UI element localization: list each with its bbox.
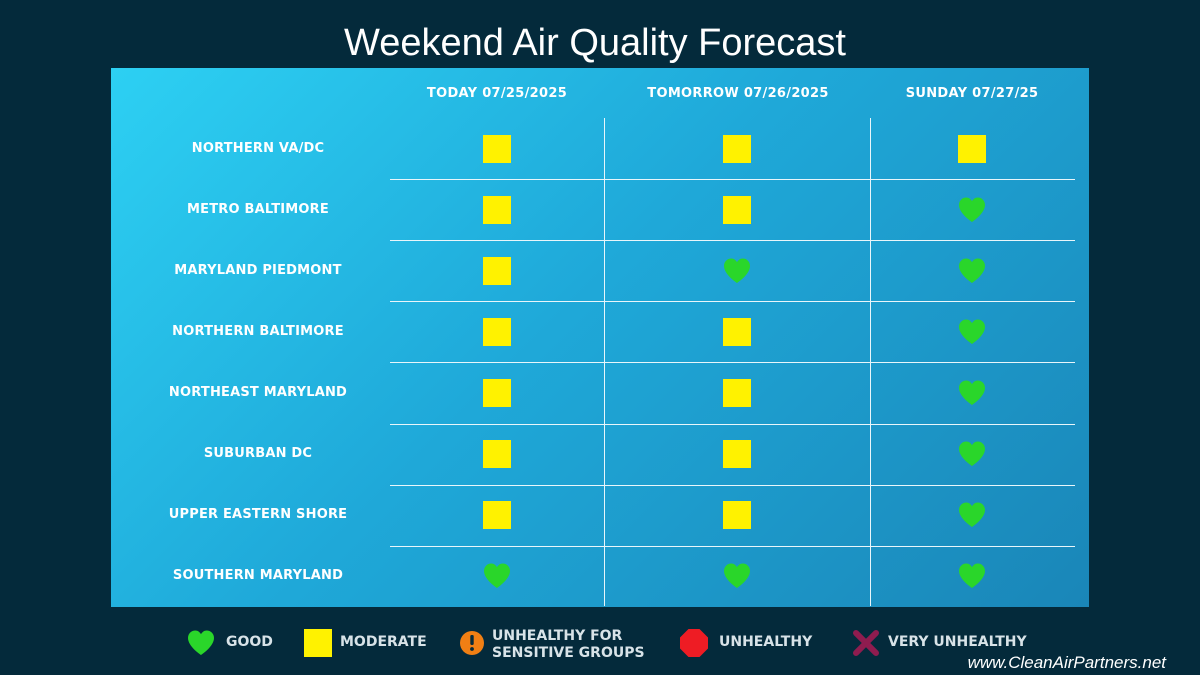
forecast-cell-moderate <box>482 439 512 469</box>
square-icon <box>483 378 511 407</box>
square-icon <box>483 256 511 285</box>
forecast-cell-moderate <box>482 195 512 225</box>
exclamation-circle-icon <box>460 631 484 655</box>
square-icon <box>483 440 511 469</box>
heart-icon <box>724 258 750 283</box>
column-header-today: TODAY 07/25/2025 <box>426 86 568 101</box>
forecast-cell-good <box>482 561 512 591</box>
row-divider <box>390 424 1075 425</box>
square-icon <box>723 501 751 530</box>
forecast-cell-moderate <box>482 134 512 164</box>
octagon-icon <box>680 629 708 657</box>
region-label: METRO BALTIMORE <box>187 201 329 217</box>
forecast-cell-moderate <box>722 317 752 347</box>
forecast-cell-good <box>957 256 987 286</box>
legend-item-moderate: MODERATE <box>303 628 500 664</box>
forecast-cell-moderate <box>482 256 512 286</box>
legend-label: VERY UNHEALTHY <box>888 634 1027 650</box>
forecast-cell-moderate <box>482 317 512 347</box>
legend-label: MODERATE <box>340 634 427 650</box>
heart-icon <box>959 258 985 283</box>
square-icon <box>958 134 986 163</box>
legend-item-good: GOOD <box>186 628 386 664</box>
heart-icon <box>959 197 985 222</box>
forecast-cell-good <box>957 378 987 408</box>
heart-icon <box>959 380 985 405</box>
square-icon <box>723 134 751 163</box>
forecast-cell-good <box>722 561 752 591</box>
column-header-sunday: SUNDAY 07/27/25 <box>905 86 1039 101</box>
square-icon <box>304 629 332 657</box>
heart-icon <box>959 502 985 528</box>
legend-label: UNHEALTHY FOR SENSITIVE GROUPS <box>492 628 645 661</box>
square-icon <box>483 195 511 224</box>
heart-icon <box>959 319 985 344</box>
square-icon <box>723 378 751 407</box>
forecast-cell-good <box>957 195 987 225</box>
forecast-cell-moderate <box>722 195 752 225</box>
forecast-cell-moderate <box>957 134 987 164</box>
forecast-cell-moderate <box>722 500 752 530</box>
x-icon <box>853 630 879 656</box>
region-label: UPPER EASTERN SHORE <box>168 507 348 523</box>
page-title: Weekend Air Quality Forecast <box>344 22 846 64</box>
heart-icon <box>724 563 750 589</box>
forecast-cell-moderate <box>482 378 512 408</box>
row-divider <box>390 485 1075 486</box>
forecast-cell-good <box>957 439 987 469</box>
square-icon <box>723 317 751 346</box>
heart-icon <box>959 441 985 467</box>
forecast-cell-good <box>957 500 987 530</box>
row-divider <box>390 362 1075 363</box>
region-label: NORTHEAST MARYLAND <box>168 384 348 400</box>
region-label: SOUTHERN MARYLAND <box>172 568 344 584</box>
row-divider <box>390 301 1075 302</box>
heart-icon <box>484 563 510 589</box>
square-icon <box>483 317 511 346</box>
legend-label: UNHEALTHY <box>719 634 813 650</box>
square-icon <box>723 440 751 469</box>
footer-url[interactable]: www.CleanAirPartners.net <box>967 653 1166 672</box>
forecast-cell-good <box>957 317 987 347</box>
region-label: NORTHERN VA/DC <box>191 140 325 156</box>
legend-item-usg: UNHEALTHY FOR SENSITIVE GROUPS <box>457 628 652 664</box>
forecast-cell-moderate <box>722 439 752 469</box>
region-label: NORTHERN BALTIMORE <box>172 323 344 339</box>
square-icon <box>483 501 511 530</box>
heart-icon <box>959 563 985 589</box>
forecast-cell-moderate <box>722 378 752 408</box>
region-label: SUBURBAN DC <box>203 446 313 462</box>
region-label: MARYLAND PIEDMONT <box>174 262 342 278</box>
forecast-cell-good <box>722 256 752 286</box>
row-divider <box>390 179 1075 180</box>
heart-icon <box>188 630 214 655</box>
legend-item-unhealthy: UNHEALTHY <box>679 628 879 664</box>
forecast-cell-good <box>957 561 987 591</box>
row-divider <box>390 546 1075 547</box>
forecast-table-panel <box>111 68 1089 607</box>
legend-label: GOOD <box>226 634 273 650</box>
legend-item-very-unhealthy: VERY UNHEALTHY <box>851 628 1048 664</box>
square-icon <box>723 195 751 224</box>
forecast-cell-moderate <box>722 134 752 164</box>
forecast-cell-moderate <box>482 500 512 530</box>
square-icon <box>483 134 511 163</box>
column-header-tomorrow: TOMORROW 07/26/2025 <box>647 86 829 101</box>
row-divider <box>390 240 1075 241</box>
